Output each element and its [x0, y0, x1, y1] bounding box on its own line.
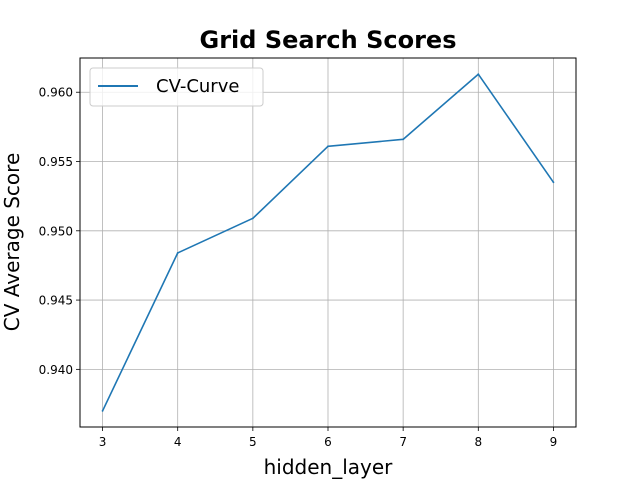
y-tick-label: 0.940: [39, 363, 73, 377]
y-tick-label: 0.945: [39, 294, 73, 308]
series-layer: [101, 73, 555, 412]
y-tick-label: 0.955: [39, 155, 73, 169]
chart-title: Grid Search Scores: [200, 26, 457, 54]
y-tick-label: 0.950: [39, 224, 73, 238]
x-tick-label: 3: [99, 435, 107, 449]
data-point: [101, 410, 104, 412]
x-tick-label: 7: [399, 435, 407, 449]
grid-lines: [80, 58, 576, 427]
data-point: [327, 145, 329, 148]
x-tick-label: 5: [249, 435, 257, 449]
data-point: [176, 252, 179, 254]
x-axis-label: hidden_layer: [264, 455, 394, 479]
y-tick-label: 0.960: [39, 86, 73, 100]
x-tick-label: 8: [474, 435, 482, 449]
x-tick-label: 6: [324, 435, 332, 449]
x-tick-label: 4: [174, 435, 182, 449]
legend-label-cv-curve: CV-Curve: [156, 76, 239, 97]
data-point: [552, 181, 555, 184]
legend: CV-Curve: [89, 67, 264, 107]
data-point: [402, 138, 405, 141]
axis-ticks: 3 4 5 6 7 8 9 0.940 0.945 0.950 0.955 0.960: [39, 86, 558, 449]
x-tick-label: 9: [550, 435, 558, 449]
data-point: [251, 217, 254, 220]
data-point: [477, 73, 480, 76]
legend-box: [89, 67, 264, 107]
y-axis-label: CV Average Score: [0, 153, 24, 332]
